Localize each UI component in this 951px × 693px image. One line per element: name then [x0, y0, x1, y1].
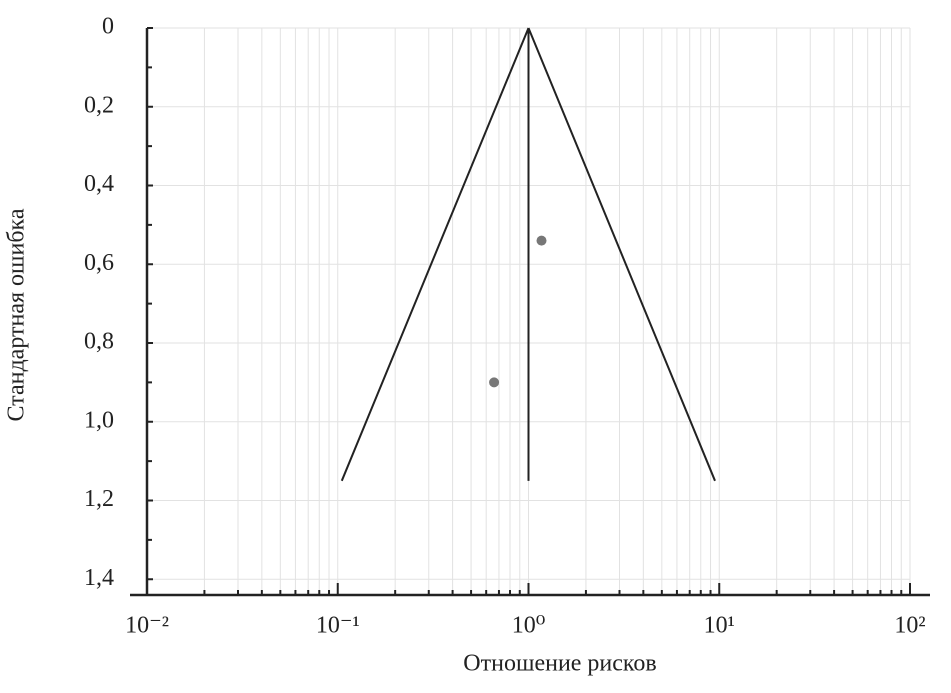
x-tick-label: 10¹: [704, 613, 735, 639]
y-tick-label: 0,6: [84, 250, 114, 276]
y-tick-label: 0: [102, 14, 114, 40]
y-tick-label: 1,0: [84, 407, 114, 433]
y-tick-label: 0,8: [84, 329, 114, 355]
funnel-right: [527, 27, 716, 482]
point: [536, 235, 547, 246]
x-tick-label: 10⁻¹: [316, 613, 360, 639]
point: [489, 377, 500, 388]
x-tick-label: 10⁰: [512, 613, 546, 639]
funnel-left: [340, 27, 530, 482]
x-tick-label: 10²: [894, 613, 925, 639]
y-axis-title: Стандартная ошибка: [4, 208, 30, 421]
y-tick-label: 1,4: [84, 565, 114, 591]
x-axis-title: Отношение рисков: [463, 651, 656, 677]
y-tick-label: 0,4: [84, 171, 114, 197]
x-tick-label: 10⁻²: [125, 613, 169, 639]
y-tick-label: 0,2: [84, 92, 114, 118]
y-tick-label: 1,2: [84, 486, 114, 512]
